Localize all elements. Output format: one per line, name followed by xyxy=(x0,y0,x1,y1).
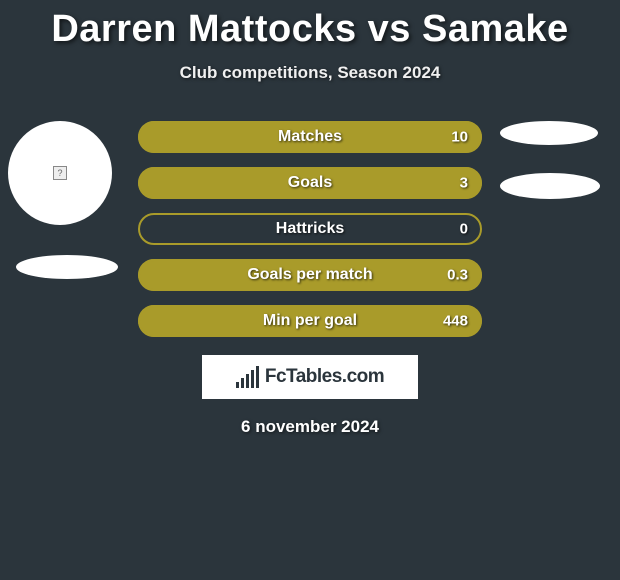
player-left-avatar: ? xyxy=(8,121,112,225)
stat-row: Hattricks 0 xyxy=(138,213,482,245)
stat-rows: Matches 10 Goals 3 Hattricks 0 Goals per match… xyxy=(138,121,482,337)
subtitle: Club competitions, Season 2024 xyxy=(0,63,620,83)
player-right-shadow-1 xyxy=(500,121,598,145)
stat-row: Goals 3 xyxy=(138,167,482,199)
logo-text: FcTables.com xyxy=(265,366,384,388)
stat-value: 0.3 xyxy=(447,267,468,284)
stat-label: Goals xyxy=(288,174,332,192)
comparison-chart: ? Matches 10 Goals 3 Hattricks 0 Goals per mat… xyxy=(0,121,620,437)
player-left-block: ? xyxy=(8,121,118,279)
image-placeholder-icon: ? xyxy=(53,166,67,180)
stat-row: Matches 10 xyxy=(138,121,482,153)
stat-row: Min per goal 448 xyxy=(138,305,482,337)
stat-value: 3 xyxy=(460,175,468,192)
fctables-logo: FcTables.com xyxy=(202,355,418,399)
stat-value: 0 xyxy=(460,221,468,238)
stat-label: Matches xyxy=(278,128,342,146)
stat-value: 10 xyxy=(451,129,468,146)
logo-bars-icon xyxy=(236,366,259,388)
stat-label: Min per goal xyxy=(263,312,357,330)
stat-value: 448 xyxy=(443,313,468,330)
stat-label: Hattricks xyxy=(276,220,344,238)
player-right-shadow-2 xyxy=(500,173,600,199)
player-left-shadow xyxy=(16,255,118,279)
date-line: 6 november 2024 xyxy=(0,417,620,437)
stat-label: Goals per match xyxy=(247,266,372,284)
page-title: Darren Mattocks vs Samake xyxy=(0,0,620,51)
stat-row: Goals per match 0.3 xyxy=(138,259,482,291)
